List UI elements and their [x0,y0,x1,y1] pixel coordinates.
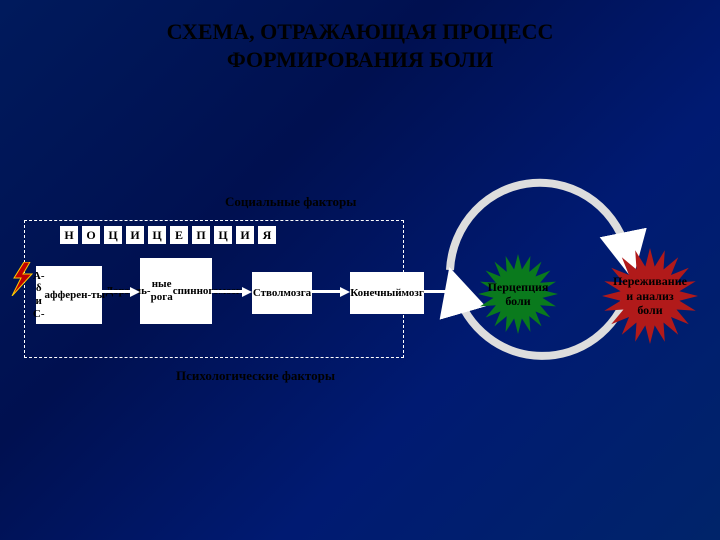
title-line-2: ФОРМИРОВАНИЯ БОЛИ [227,47,493,72]
nociception-letter: И [236,226,254,244]
flow-arrow [424,290,460,293]
title-line-1: СХЕМА, ОТРАЖАЮЩАЯ ПРОЦЕСС [167,19,554,44]
burst-label: Переживаниеи анализболи [605,274,695,317]
burst-label: Перцепцияболи [480,280,557,309]
flow-arrow [102,290,132,293]
nociception-letter: Ц [148,226,166,244]
nociception-letter: Ц [104,226,122,244]
stage-terminal: Конечныймозг [350,272,424,314]
nociception-letter: И [126,226,144,244]
stage-afferents: А-δ и С-афферен-ты [36,266,102,324]
flow-arrow-head [242,287,252,297]
psych-factors-label: Психологические факторы [176,368,335,384]
nociception-letter: Н [60,226,78,244]
slide-title: СХЕМА, ОТРАЖАЮЩАЯ ПРОЦЕСС ФОРМИРОВАНИЯ Б… [0,18,720,73]
burst-perception: Перцепцияболи [466,254,570,334]
nociception-letter: Я [258,226,276,244]
stage-dorsal: Дорзаль-ные рогаспинногомозга [140,258,212,324]
nociception-letter: Е [170,226,188,244]
social-factors-label: Социальные факторы [225,194,356,210]
nociception-letter: Ц [214,226,232,244]
nociception-letter: О [82,226,100,244]
pain-stimulus-icon [8,262,36,296]
stage-brainstem: Стволмозга [252,272,312,314]
flow-arrow [212,290,244,293]
flow-arrow-head [340,287,350,297]
nociception-letter: П [192,226,210,244]
flow-arrow-head [130,287,140,297]
flow-arrow [312,290,342,293]
burst-experience: Переживаниеи анализболи [588,248,712,344]
